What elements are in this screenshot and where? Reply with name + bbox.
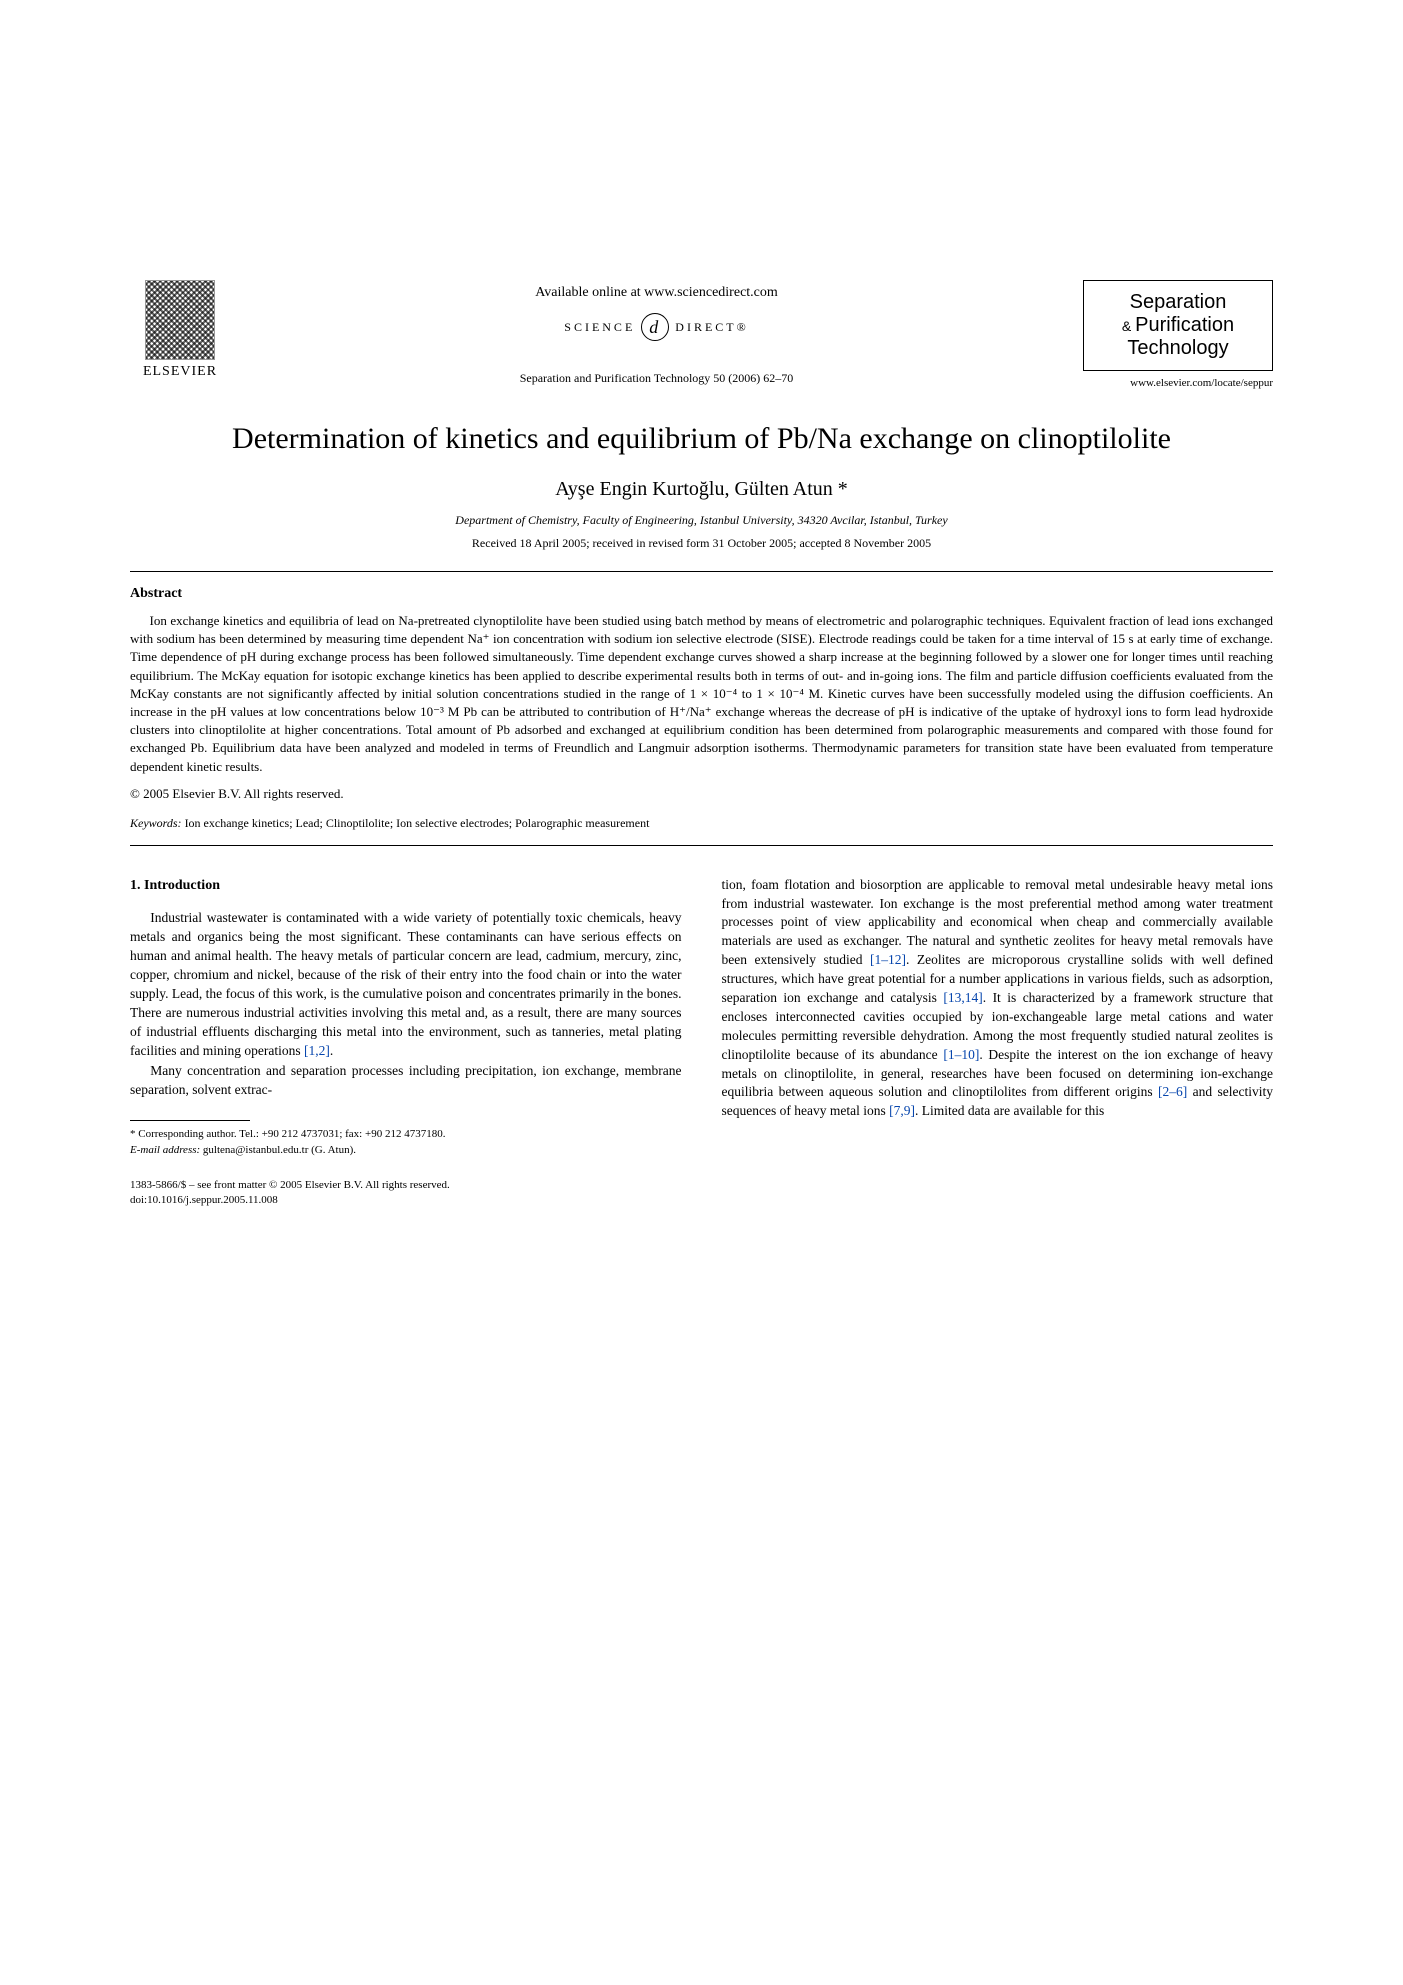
- citation: Separation and Purification Technology 5…: [230, 371, 1083, 386]
- section-1-heading: 1. Introduction: [130, 876, 682, 896]
- ref-link-1-10[interactable]: [1–10]: [943, 1047, 979, 1062]
- intro-para-1: Industrial wastewater is contaminated wi…: [130, 909, 682, 1060]
- footnote-separator: [130, 1120, 250, 1121]
- journal-line3: Technology: [1092, 337, 1264, 360]
- p1-end: .: [330, 1043, 333, 1058]
- keywords-text: Ion exchange kinetics; Lead; Clinoptilol…: [185, 816, 650, 830]
- science-text: SCIENCE: [564, 320, 635, 335]
- affiliation: Department of Chemistry, Faculty of Engi…: [130, 513, 1273, 528]
- footnote-corr: * Corresponding author. Tel.: +90 212 47…: [130, 1127, 682, 1142]
- intro-para-2: Many concentration and separation proces…: [130, 1062, 682, 1100]
- ref-link-2-6[interactable]: [2–6]: [1158, 1084, 1187, 1099]
- keywords-label: Keywords:: [130, 816, 182, 830]
- sciencedirect-logo: SCIENCE d DIRECT®: [230, 313, 1083, 341]
- direct-text: DIRECT®: [675, 320, 748, 335]
- article-dates: Received 18 April 2005; received in revi…: [130, 536, 1273, 551]
- center-header: Available online at www.sciencedirect.co…: [230, 280, 1083, 386]
- header-row: ELSEVIER Available online at www.science…: [130, 280, 1273, 389]
- journal-url[interactable]: www.elsevier.com/locate/seppur: [1130, 377, 1273, 389]
- abstract-text: Ion exchange kinetics and equilibria of …: [130, 612, 1273, 776]
- col2-para: tion, foam flotation and biosorption are…: [722, 876, 1274, 1122]
- email-label: E-mail address:: [130, 1144, 200, 1156]
- footnote-email-line: E-mail address: gultena@istanbul.edu.tr …: [130, 1143, 682, 1158]
- journal-line1: Separation: [1092, 291, 1264, 314]
- available-online: Available online at www.sciencedirect.co…: [230, 285, 1083, 301]
- corresponding-author-footnote: * Corresponding author. Tel.: +90 212 47…: [130, 1127, 682, 1158]
- ref-link-1-2[interactable]: [1,2]: [304, 1043, 330, 1058]
- c2-f: . Limited data are available for this: [915, 1103, 1104, 1118]
- right-column: tion, foam flotation and biosorption are…: [722, 876, 1274, 1209]
- journal-box: Separation Purification Technology: [1083, 280, 1273, 371]
- body-columns: 1. Introduction Industrial wastewater is…: [130, 876, 1273, 1209]
- rule-bottom: [130, 845, 1273, 846]
- p1-text: Industrial wastewater is contaminated wi…: [130, 910, 682, 1057]
- email-address[interactable]: gultena@istanbul.edu.tr (G. Atun).: [203, 1144, 356, 1156]
- doi-line: doi:10.1016/j.seppur.2005.11.008: [130, 1193, 682, 1208]
- rule-top: [130, 571, 1273, 572]
- publisher-block: ELSEVIER: [130, 280, 230, 380]
- keywords: Keywords: Ion exchange kinetics; Lead; C…: [130, 816, 1273, 831]
- journal-block: Separation Purification Technology www.e…: [1083, 280, 1273, 389]
- ref-link-13-14[interactable]: [13,14]: [943, 990, 982, 1005]
- elsevier-tree-icon: [145, 280, 215, 360]
- ref-link-1-12[interactable]: [1–12]: [870, 952, 906, 967]
- authors: Ayşe Engin Kurtoğlu, Gülten Atun *: [130, 478, 1273, 501]
- article-title: Determination of kinetics and equilibriu…: [130, 419, 1273, 458]
- ref-link-7-9[interactable]: [7,9]: [889, 1103, 915, 1118]
- abstract-heading: Abstract: [130, 586, 1273, 602]
- sd-circle-icon: d: [641, 313, 669, 341]
- journal-line2: Purification: [1092, 314, 1264, 337]
- front-matter-line: 1383-5866/$ – see front matter © 2005 El…: [130, 1178, 682, 1193]
- doi-block: 1383-5866/$ – see front matter © 2005 El…: [130, 1178, 682, 1209]
- copyright: © 2005 Elsevier B.V. All rights reserved…: [130, 786, 1273, 802]
- publisher-name: ELSEVIER: [143, 364, 217, 380]
- left-column: 1. Introduction Industrial wastewater is…: [130, 876, 682, 1209]
